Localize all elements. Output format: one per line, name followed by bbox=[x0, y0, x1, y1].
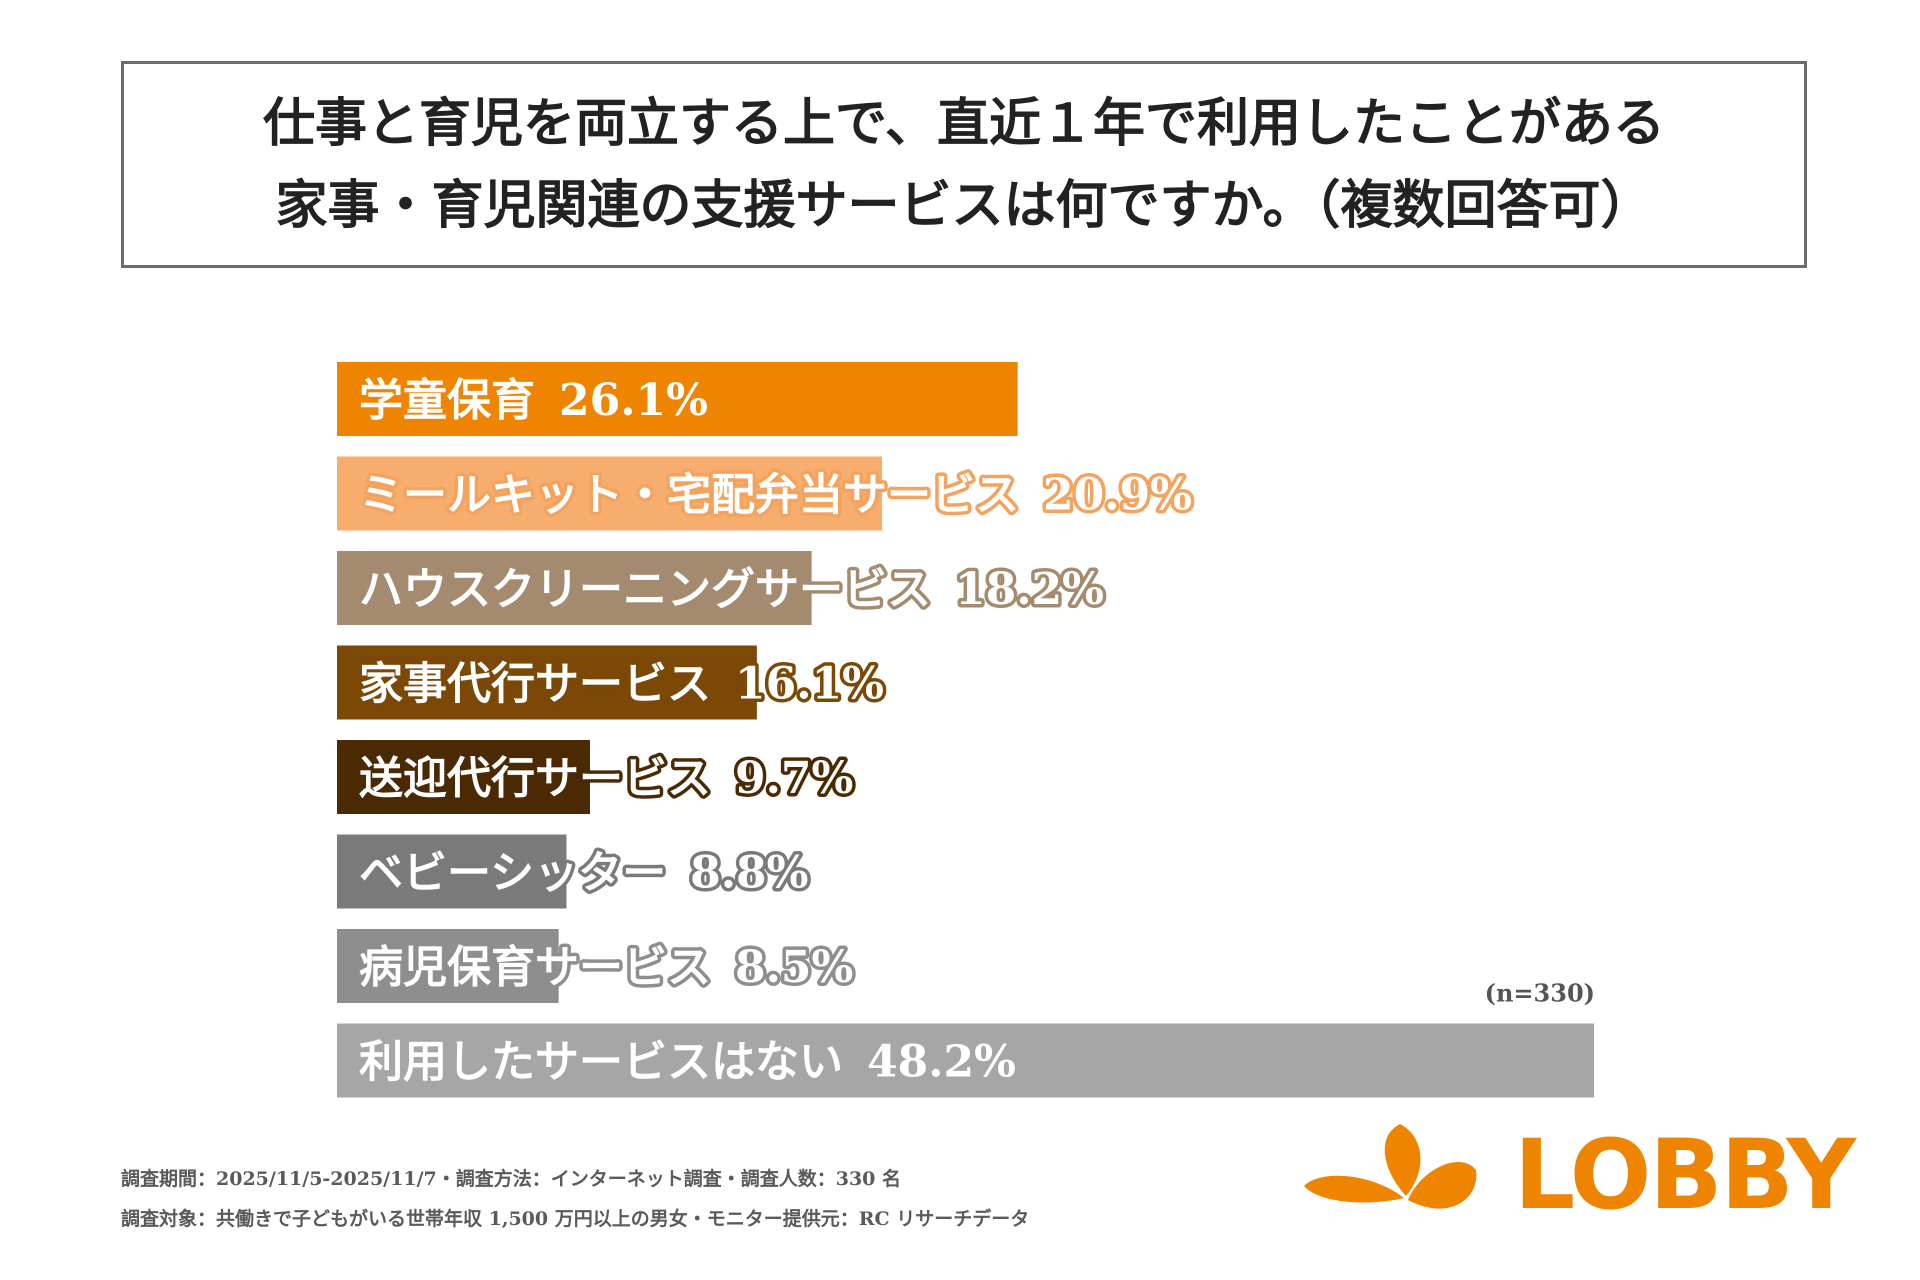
bar-label-4: 家事代行サービス 16.1% bbox=[359, 659, 884, 710]
bar-category-4: 家事代行サービス bbox=[359, 659, 711, 710]
survey-note-line-2: 調査対象：共働きで子どもがいる世帯年収 1,500 万円以上の男女・モニター提供… bbox=[121, 1208, 1030, 1230]
bar-value-8: 48.2% bbox=[867, 1037, 1016, 1088]
bars-group bbox=[337, 362, 1594, 1098]
bar-6 bbox=[337, 834, 567, 909]
bar-label-1: 学童保育 26.1% bbox=[359, 375, 708, 426]
bar-label-6: ベビーシッター 8.8% bbox=[359, 848, 808, 899]
bar-8 bbox=[337, 1023, 1594, 1098]
bar-7 bbox=[337, 929, 559, 1003]
bar-value-6: 8.8% bbox=[690, 848, 808, 899]
survey-note-line-1: 調査期間：2025/11/5-2025/11/7・調査方法：インターネット調査・… bbox=[121, 1168, 902, 1190]
bar-category-8: 利用したサービスはない bbox=[359, 1037, 843, 1088]
chart-title-line-2: 家事・育児関連の支援サービスは何ですか。（複数回答可） bbox=[275, 174, 1653, 236]
bar-category-5: 送迎代行サービス bbox=[359, 753, 711, 804]
bar-label-5: 送迎代行サービス 9.7% bbox=[359, 753, 853, 804]
bar-category-2: ミールキット・宅配弁当サービス bbox=[359, 470, 1019, 521]
bar-value-5: 9.7% bbox=[735, 753, 853, 804]
bar-1 bbox=[337, 362, 1018, 436]
bar-2 bbox=[337, 456, 883, 531]
bar-value-3: 18.2% bbox=[955, 564, 1104, 615]
labels-group: 学童保育 26.1% ミールキット・宅配弁当サービス 20.9% ハウスクリーニングサー… bbox=[356, 372, 1196, 1092]
bar-category-1: 学童保育 bbox=[359, 375, 535, 426]
bar-value-1: 26.1% bbox=[559, 375, 708, 426]
lobby-logo-mark-icon bbox=[1304, 1124, 1477, 1209]
bar-value-2: 20.9% bbox=[1043, 470, 1192, 521]
bar-label-3: ハウスクリーニングサービス 18.2% bbox=[359, 564, 1104, 615]
bar-4 bbox=[337, 645, 757, 720]
bar-value-7: 8.5% bbox=[735, 942, 853, 993]
bar-5 bbox=[337, 740, 590, 814]
bar-category-7: 病児保育サービス bbox=[359, 942, 711, 993]
title-box: 仕事と育児を両立する上で、直近１年で利用したことがある 家事・育児関連の支援サー… bbox=[121, 61, 1807, 268]
bar-label-2: ミールキット・宅配弁当サービス 20.9% bbox=[359, 470, 1192, 521]
bar-value-4: 16.1% bbox=[735, 659, 884, 710]
lobby-logo-text: LOBBY bbox=[1514, 1119, 1856, 1231]
bar-category-6: ベビーシッター bbox=[359, 848, 666, 899]
bar-3 bbox=[337, 551, 812, 625]
chart-title-line-1: 仕事と育児を両立する上で、直近１年で利用したことがある bbox=[263, 92, 1665, 154]
bar-label-8: 利用したサービスはない 48.2% bbox=[359, 1037, 1016, 1088]
sample-size-label: (n=330) bbox=[1485, 979, 1595, 1008]
bar-category-3: ハウスクリーニングサービス bbox=[359, 564, 931, 615]
lobby-logo: LOBBY bbox=[1300, 1120, 1856, 1230]
bar-label-7: 病児保育サービス 8.5% bbox=[359, 942, 853, 993]
